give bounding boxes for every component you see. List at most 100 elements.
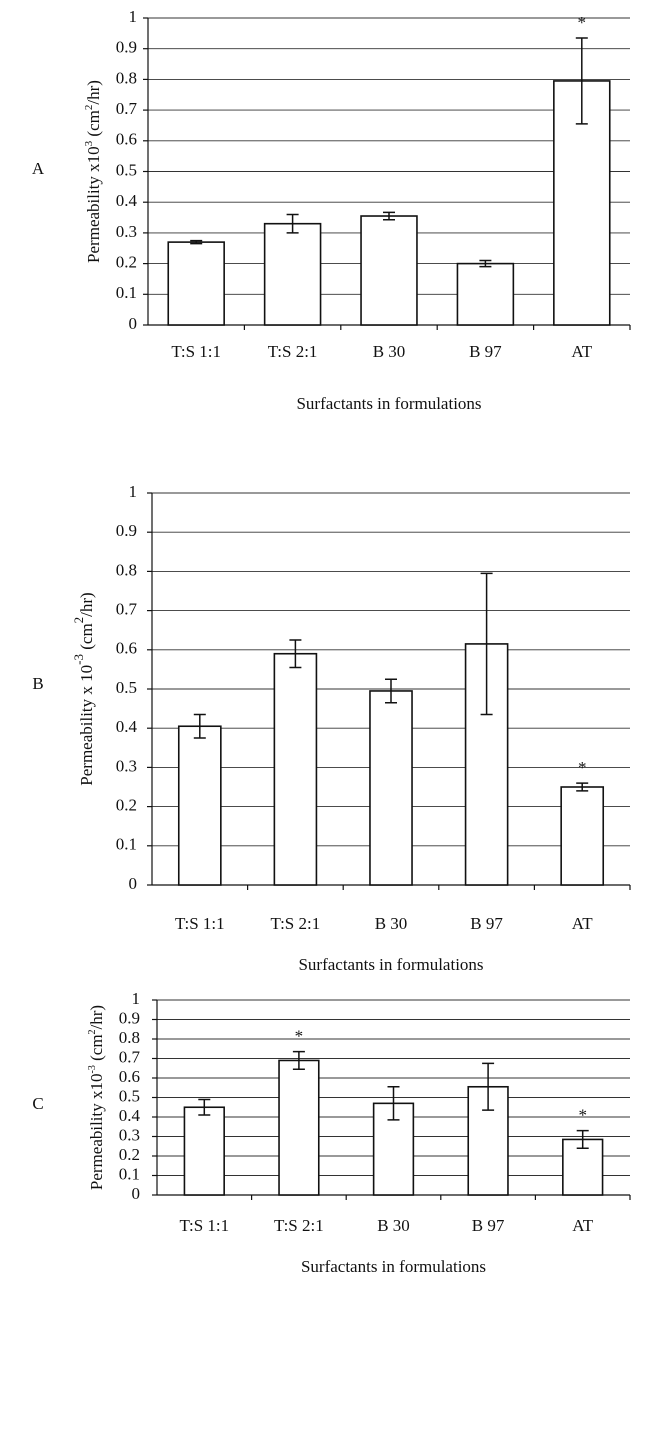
y-tick-label: 0.5 <box>116 160 137 179</box>
error-bar <box>292 1050 305 1070</box>
x-tick-label: B 30 <box>375 914 408 933</box>
error-bar <box>387 1086 400 1121</box>
y-tick-label: 0.2 <box>116 253 137 272</box>
error-bar <box>193 713 206 739</box>
x-tick-label: T:S 1:1 <box>175 914 225 933</box>
x-tick-label: AT <box>572 914 593 933</box>
y-axis-title-part: (cm <box>87 1034 106 1065</box>
error-bar <box>289 639 302 669</box>
panel-label: C <box>32 1094 43 1113</box>
panel-label: A <box>32 159 45 178</box>
bar <box>369 690 413 886</box>
bar <box>263 222 322 326</box>
y-tick-label: 0.4 <box>116 717 138 736</box>
bar <box>278 1059 320 1196</box>
y-axis-title-part: /hr) <box>77 592 96 617</box>
x-tick-label: T:S 2:1 <box>274 1216 324 1235</box>
y-tick-label: 0.6 <box>116 639 137 658</box>
bar <box>562 1138 604 1196</box>
error-bar <box>383 211 395 221</box>
y-tick-label: 1 <box>132 989 141 1008</box>
y-tick-label: 0.8 <box>119 1028 140 1047</box>
y-axis-title-part: /hr) <box>87 1005 106 1030</box>
x-axis-title: Surfactants in formulations <box>298 955 483 974</box>
y-axis-title-part: Permeability x10 <box>84 146 103 263</box>
error-bar <box>190 239 203 245</box>
y-axis-title-part: (cm <box>77 623 96 654</box>
y-tick-label: 0.4 <box>119 1106 141 1125</box>
y-tick-label: 0 <box>129 874 138 893</box>
y-tick-label: 0.5 <box>116 678 137 697</box>
y-tick-label: 0.3 <box>116 222 137 241</box>
y-axis-title-part: -3 <box>87 1065 98 1073</box>
y-axis-title: Permeability x10-3 (cm2/hr) <box>87 1005 106 1190</box>
x-tick-label: B 30 <box>377 1216 410 1235</box>
y-tick-label: 0.1 <box>119 1164 140 1183</box>
bar <box>456 262 515 326</box>
x-tick-label: B 30 <box>373 342 406 361</box>
error-bar <box>385 678 397 704</box>
bar <box>167 241 225 326</box>
y-tick-label: 0.4 <box>116 191 138 210</box>
significance-mark: * <box>578 13 587 32</box>
y-tick-label: 0.5 <box>119 1086 140 1105</box>
error-bar <box>576 782 589 792</box>
y-tick-label: 0.3 <box>119 1125 140 1144</box>
x-tick-label: B 97 <box>472 1216 505 1235</box>
y-tick-label: 0.1 <box>116 835 137 854</box>
significance-mark: * <box>578 1106 587 1125</box>
y-tick-label: 0.6 <box>119 1067 140 1086</box>
x-tick-label: T:S 2:1 <box>271 914 321 933</box>
significance-mark: * <box>295 1027 304 1046</box>
y-tick-label: 0.2 <box>119 1145 140 1164</box>
y-tick-label: 0.8 <box>116 68 137 87</box>
y-tick-label: 0 <box>129 314 138 333</box>
y-tick-label: 0.7 <box>119 1047 141 1066</box>
y-tick-label: 0.7 <box>116 600 138 619</box>
x-tick-label: T:S 1:1 <box>179 1216 229 1235</box>
x-tick-label: AT <box>572 1216 593 1235</box>
x-tick-label: T:S 1:1 <box>171 342 221 361</box>
y-tick-label: 0.7 <box>116 99 138 118</box>
y-tick-label: 0.1 <box>116 283 137 302</box>
x-tick-label: AT <box>571 342 592 361</box>
panel-label: B <box>32 674 43 693</box>
error-bar <box>479 259 492 268</box>
bar <box>183 1106 225 1196</box>
y-axis-title: Permeability x103 (cm2/hr) <box>83 80 103 263</box>
error-bar <box>286 213 299 234</box>
x-tick-label: T:S 2:1 <box>268 342 318 361</box>
error-bar <box>575 37 588 125</box>
y-axis-title-part: 2 <box>71 617 86 624</box>
y-axis-title-part: -3 <box>71 654 86 665</box>
x-tick-label: B 97 <box>469 342 502 361</box>
y-tick-label: 1 <box>129 482 138 501</box>
error-bar <box>482 1062 495 1111</box>
bar <box>177 725 222 886</box>
y-tick-label: 0.9 <box>119 1008 140 1027</box>
significance-mark: * <box>578 758 587 777</box>
y-tick-label: 0.3 <box>116 756 137 775</box>
y-axis-title-part: 2 <box>87 1029 98 1034</box>
bar <box>273 652 318 886</box>
y-tick-label: 0.9 <box>116 38 137 57</box>
error-bar <box>198 1098 211 1116</box>
y-axis-title-part: 3 <box>83 140 95 146</box>
y-axis-title-part: Permeability x 10 <box>77 665 96 786</box>
y-axis-title-part: /hr) <box>84 80 103 105</box>
bar <box>360 215 418 326</box>
y-tick-label: 0.9 <box>116 521 137 540</box>
y-axis-title-part: 2 <box>83 105 95 111</box>
x-axis-title: Surfactants in formulations <box>296 394 481 413</box>
bar <box>560 786 605 886</box>
y-tick-label: 0.8 <box>116 560 137 579</box>
y-tick-label: 0.2 <box>116 796 137 815</box>
y-axis-title-part: Permeability x10 <box>87 1073 106 1190</box>
y-tick-label: 0.6 <box>116 130 137 149</box>
error-bar <box>576 1129 589 1149</box>
y-tick-label: 0 <box>132 1184 141 1203</box>
y-axis-title: Permeability x 10-3 (cm2/hr) <box>71 592 95 785</box>
x-tick-label: B 97 <box>470 914 503 933</box>
y-axis-title-part: (cm <box>84 110 103 141</box>
